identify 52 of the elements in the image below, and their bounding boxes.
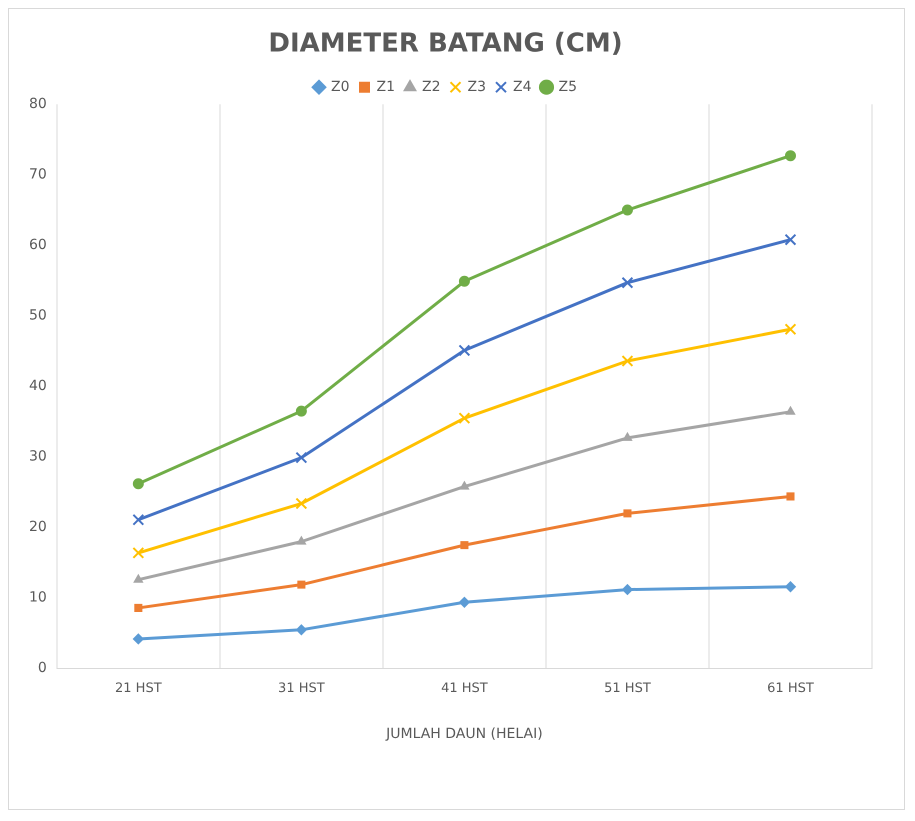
y-tick-label: 10: [28, 590, 47, 606]
point: [296, 406, 307, 417]
y-tick-label: 30: [28, 448, 47, 465]
legend-label: Z4: [513, 78, 532, 95]
y-tick-label: 20: [28, 519, 47, 536]
point: [784, 150, 796, 162]
x-axis-title: JUMLAH DAUN (HELAI): [385, 726, 543, 742]
point: [132, 633, 144, 644]
point: [623, 509, 632, 518]
point: [458, 276, 470, 287]
point: [460, 481, 470, 490]
point: [132, 514, 144, 526]
x-tick-label: 41 HST: [441, 680, 488, 696]
point: [458, 412, 470, 424]
point: [460, 541, 468, 550]
point: [295, 498, 308, 510]
y-tick-label: 0: [38, 660, 47, 676]
y-tick-label: 50: [28, 307, 47, 324]
x-tick-label: 61 HST: [767, 680, 814, 696]
legend-label: Z2: [422, 78, 440, 95]
point: [622, 204, 633, 216]
y-tick-label: 60: [28, 236, 47, 253]
y-tick-label: 80: [28, 96, 47, 112]
point: [296, 536, 306, 545]
point: [621, 276, 634, 289]
point: [458, 344, 470, 356]
point: [297, 580, 306, 589]
point: [296, 624, 307, 636]
point: [132, 546, 144, 559]
y-tick-label: 70: [28, 166, 47, 182]
point: [458, 596, 470, 608]
legend-label: Z3: [468, 78, 486, 95]
point: [622, 584, 633, 596]
point: [622, 432, 632, 441]
point: [295, 452, 308, 464]
x-tick-label: 21 HST: [115, 680, 162, 696]
chart-title: DIAMETER BATANG (CM): [268, 28, 623, 58]
legend-label: Z0: [331, 78, 350, 95]
x-tick-label: 51 HST: [604, 680, 651, 696]
point: [132, 478, 144, 490]
y-tick-label: 40: [28, 378, 47, 394]
point: [784, 323, 796, 336]
point: [784, 234, 796, 246]
point: [134, 574, 144, 583]
legend-label: Z5: [558, 78, 577, 95]
point: [621, 355, 634, 367]
point: [784, 581, 796, 592]
point: [786, 406, 796, 415]
x-tick-label: 31 HST: [278, 680, 325, 696]
point: [786, 492, 795, 500]
point: [134, 604, 142, 612]
legend-label: Z1: [376, 78, 396, 95]
